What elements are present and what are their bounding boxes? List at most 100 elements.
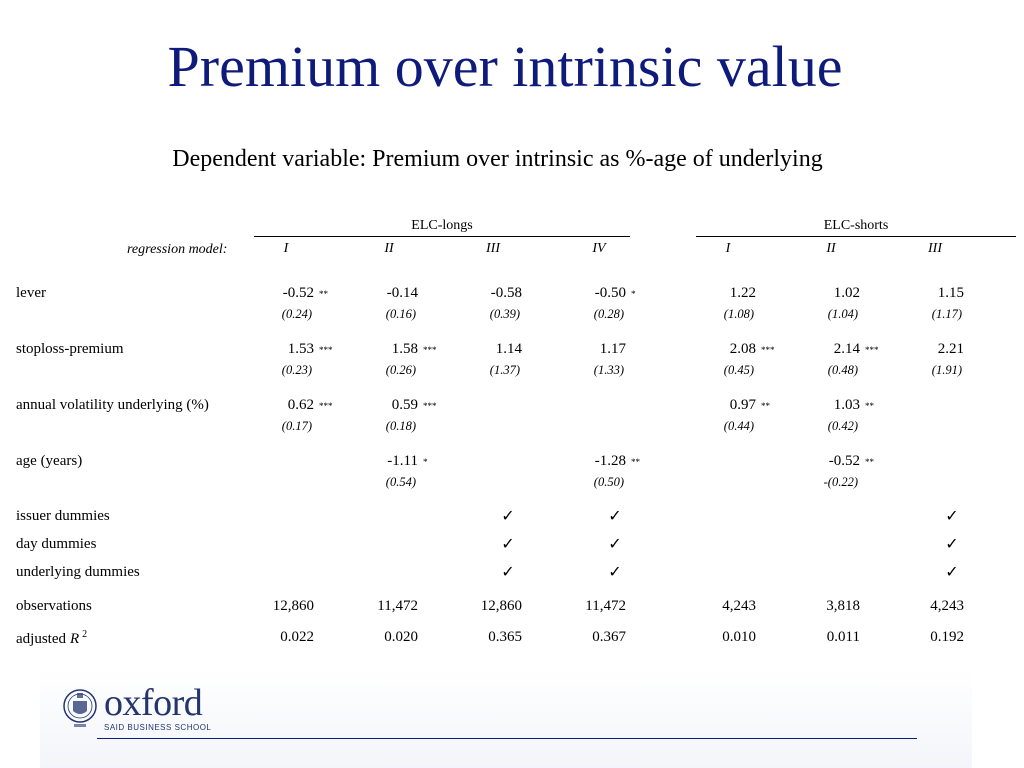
adjusted-r2-value: 0.367 [592,629,626,645]
model-header: II [384,241,394,256]
coefficient-value: 1.15 [937,285,964,301]
oxford-logo-subtitle: SAID BUSINESS SCHOOL [104,723,212,732]
coefficient-value: 2.21 [937,341,964,357]
observations-value: 12,860 [272,598,314,614]
significance-stars: ** [631,457,640,467]
adjusted-r2-superscript: 2 [82,629,88,640]
standard-error: (0.54) [385,475,416,489]
row-label: stoploss-premium [16,341,124,357]
footer-rule [97,738,917,739]
model-header: II [826,241,836,256]
check-mark-icon: ✓ [501,536,515,553]
check-mark-icon: ✓ [945,536,959,553]
coefficient-value: -1.11 [387,453,418,469]
standard-error: (0.28) [593,307,624,321]
slide-title: Premium over intrinsic value [167,34,843,99]
standard-error: (0.23) [281,363,312,377]
significance-stars: ** [865,457,874,467]
regression-model-label: regression model: [127,242,228,257]
observations-value: 4,243 [930,598,964,614]
adjusted-r2-value: 0.020 [384,629,418,645]
check-mark-icon: ✓ [501,564,515,581]
adjusted-r2-value: 0.022 [280,629,314,645]
dummy-row-label: day dummies [16,536,97,552]
standard-error: (0.50) [593,475,624,489]
standard-error: (0.24) [281,307,312,321]
coefficient-value: -0.50 [594,285,626,301]
standard-error: (0.16) [385,307,416,321]
group-rule-elc-longs [254,236,630,237]
oxford-logo: oxford SAID BUSINESS SCHOOL [62,684,211,732]
standard-error: (0.39) [489,307,520,321]
group-header-elc-longs: ELC-longs [411,218,473,233]
coefficient-value: 1.02 [833,285,860,301]
adjusted-r2-prefix: adjusted [16,631,66,647]
coefficient-value: -0.52 [282,285,314,301]
coefficient-value: 1.58 [391,341,418,357]
adjusted-r2-variable: R [70,631,80,647]
standard-error: (0.44) [723,419,754,433]
model-header: I [725,241,731,256]
adjusted-r2-value: 0.365 [488,629,522,645]
coefficient-value: -1.28 [594,453,626,469]
standard-error: (1.04) [827,307,858,321]
significance-stars: *** [865,345,879,355]
row-label: age (years) [16,453,83,469]
oxford-logo-word: oxford [104,682,203,724]
significance-stars: *** [423,345,437,355]
footer-band [40,668,972,768]
standard-error: (0.17) [281,419,312,433]
observations-value: 11,472 [585,598,626,614]
dummy-row-label: issuer dummies [16,508,110,524]
standard-error: (1.91) [931,363,962,377]
significance-stars: *** [761,345,775,355]
coefficient-value: 0.97 [729,397,756,413]
significance-stars: *** [319,345,333,355]
row-label: lever [16,285,46,301]
standard-error: (0.26) [385,363,416,377]
significance-stars: *** [423,401,437,411]
significance-stars: ** [319,289,328,299]
standard-error: (1.17) [931,307,962,321]
significance-stars: * [631,289,636,299]
standard-error: -(0.22) [823,475,858,489]
standard-error: (0.48) [827,363,858,377]
model-header: I [283,241,289,256]
standard-error: (1.33) [593,363,624,377]
adjusted-r2-value: 0.011 [826,629,860,645]
dummy-row-label: underlying dummies [16,564,140,580]
coefficient-value: 1.03 [833,397,860,413]
group-header-elc-shorts: ELC-shorts [823,218,889,233]
standard-error: (0.18) [385,419,416,433]
coefficient-value: 1.22 [729,285,756,301]
observations-value: 12,860 [480,598,522,614]
model-header: IV [592,241,606,256]
check-mark-icon: ✓ [608,536,622,553]
significance-stars: ** [761,401,770,411]
coefficient-value: 2.08 [729,341,756,357]
slide-subtitle: Dependent variable: Premium over intrins… [172,146,823,172]
coefficient-value: 1.14 [495,341,522,357]
observations-label: observations [16,598,92,614]
oxford-crest-icon [63,689,97,727]
check-mark-icon: ✓ [501,508,515,525]
coefficient-value: -0.58 [490,285,522,301]
adjusted-r2-value: 0.010 [722,629,756,645]
significance-stars: *** [319,401,333,411]
check-mark-icon: ✓ [608,508,622,525]
adjusted-r2-value: 0.192 [930,629,964,645]
group-rule-elc-shorts [696,236,1016,237]
observations-value: 3,818 [826,598,860,614]
check-mark-icon: ✓ [945,564,959,581]
standard-error: (0.45) [723,363,754,377]
coefficient-value: -0.14 [386,285,418,301]
significance-stars: * [423,457,428,467]
adjusted-r2-label: adjusted R 2 [16,629,87,648]
row-label: annual volatility underlying (%) [16,397,209,413]
observations-value: 11,472 [377,598,418,614]
model-header: III [928,241,942,256]
significance-stars: ** [865,401,874,411]
model-header: III [486,241,500,256]
coefficient-value: -0.52 [828,453,860,469]
coefficient-value: 0.62 [287,397,314,413]
